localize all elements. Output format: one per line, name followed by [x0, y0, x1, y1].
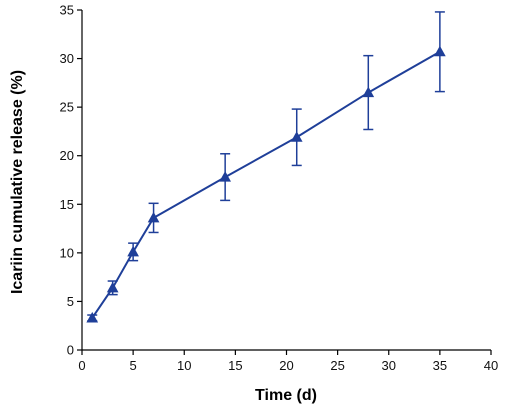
x-tick-label: 40 — [484, 358, 498, 373]
x-tick-label: 5 — [130, 358, 137, 373]
y-axis-title: Icariin cumulative release (%) — [9, 70, 26, 294]
data-point-marker — [362, 86, 375, 98]
y-tick-label: 5 — [67, 294, 74, 309]
x-axis-title: Time (d) — [255, 387, 317, 404]
data-point-marker — [127, 245, 139, 257]
y-axis-ticks: 0 5 10 15 20 25 30 35 — [60, 3, 82, 358]
series-line — [91, 50, 441, 319]
axes — [81, 10, 491, 351]
data-marks — [86, 11, 446, 323]
y-tick-label: 0 — [67, 343, 74, 358]
data-point-marker — [86, 311, 99, 323]
data-point-marker — [219, 171, 231, 182]
y-tick-label: 20 — [60, 148, 74, 163]
x-tick-label: 30 — [382, 358, 396, 373]
x-tick-label: 20 — [279, 358, 293, 373]
x-tick-label: 10 — [177, 358, 191, 373]
x-tick-label: 25 — [330, 358, 344, 373]
data-point-marker — [106, 281, 119, 293]
data-point-marker — [147, 211, 160, 223]
y-tick-label: 35 — [60, 3, 74, 18]
data-point-marker — [434, 45, 446, 57]
x-tick-label: 0 — [78, 358, 85, 373]
y-tick-label: 10 — [60, 245, 74, 260]
x-tick-label: 35 — [433, 358, 447, 373]
y-tick-label: 25 — [60, 100, 74, 115]
data-point-marker — [290, 131, 303, 142]
x-tick-label: 15 — [228, 358, 242, 373]
y-tick-label: 15 — [60, 197, 74, 212]
x-axis-ticks: 0 5 10 15 20 25 30 35 40 — [78, 350, 498, 373]
y-tick-label: 30 — [60, 51, 74, 66]
